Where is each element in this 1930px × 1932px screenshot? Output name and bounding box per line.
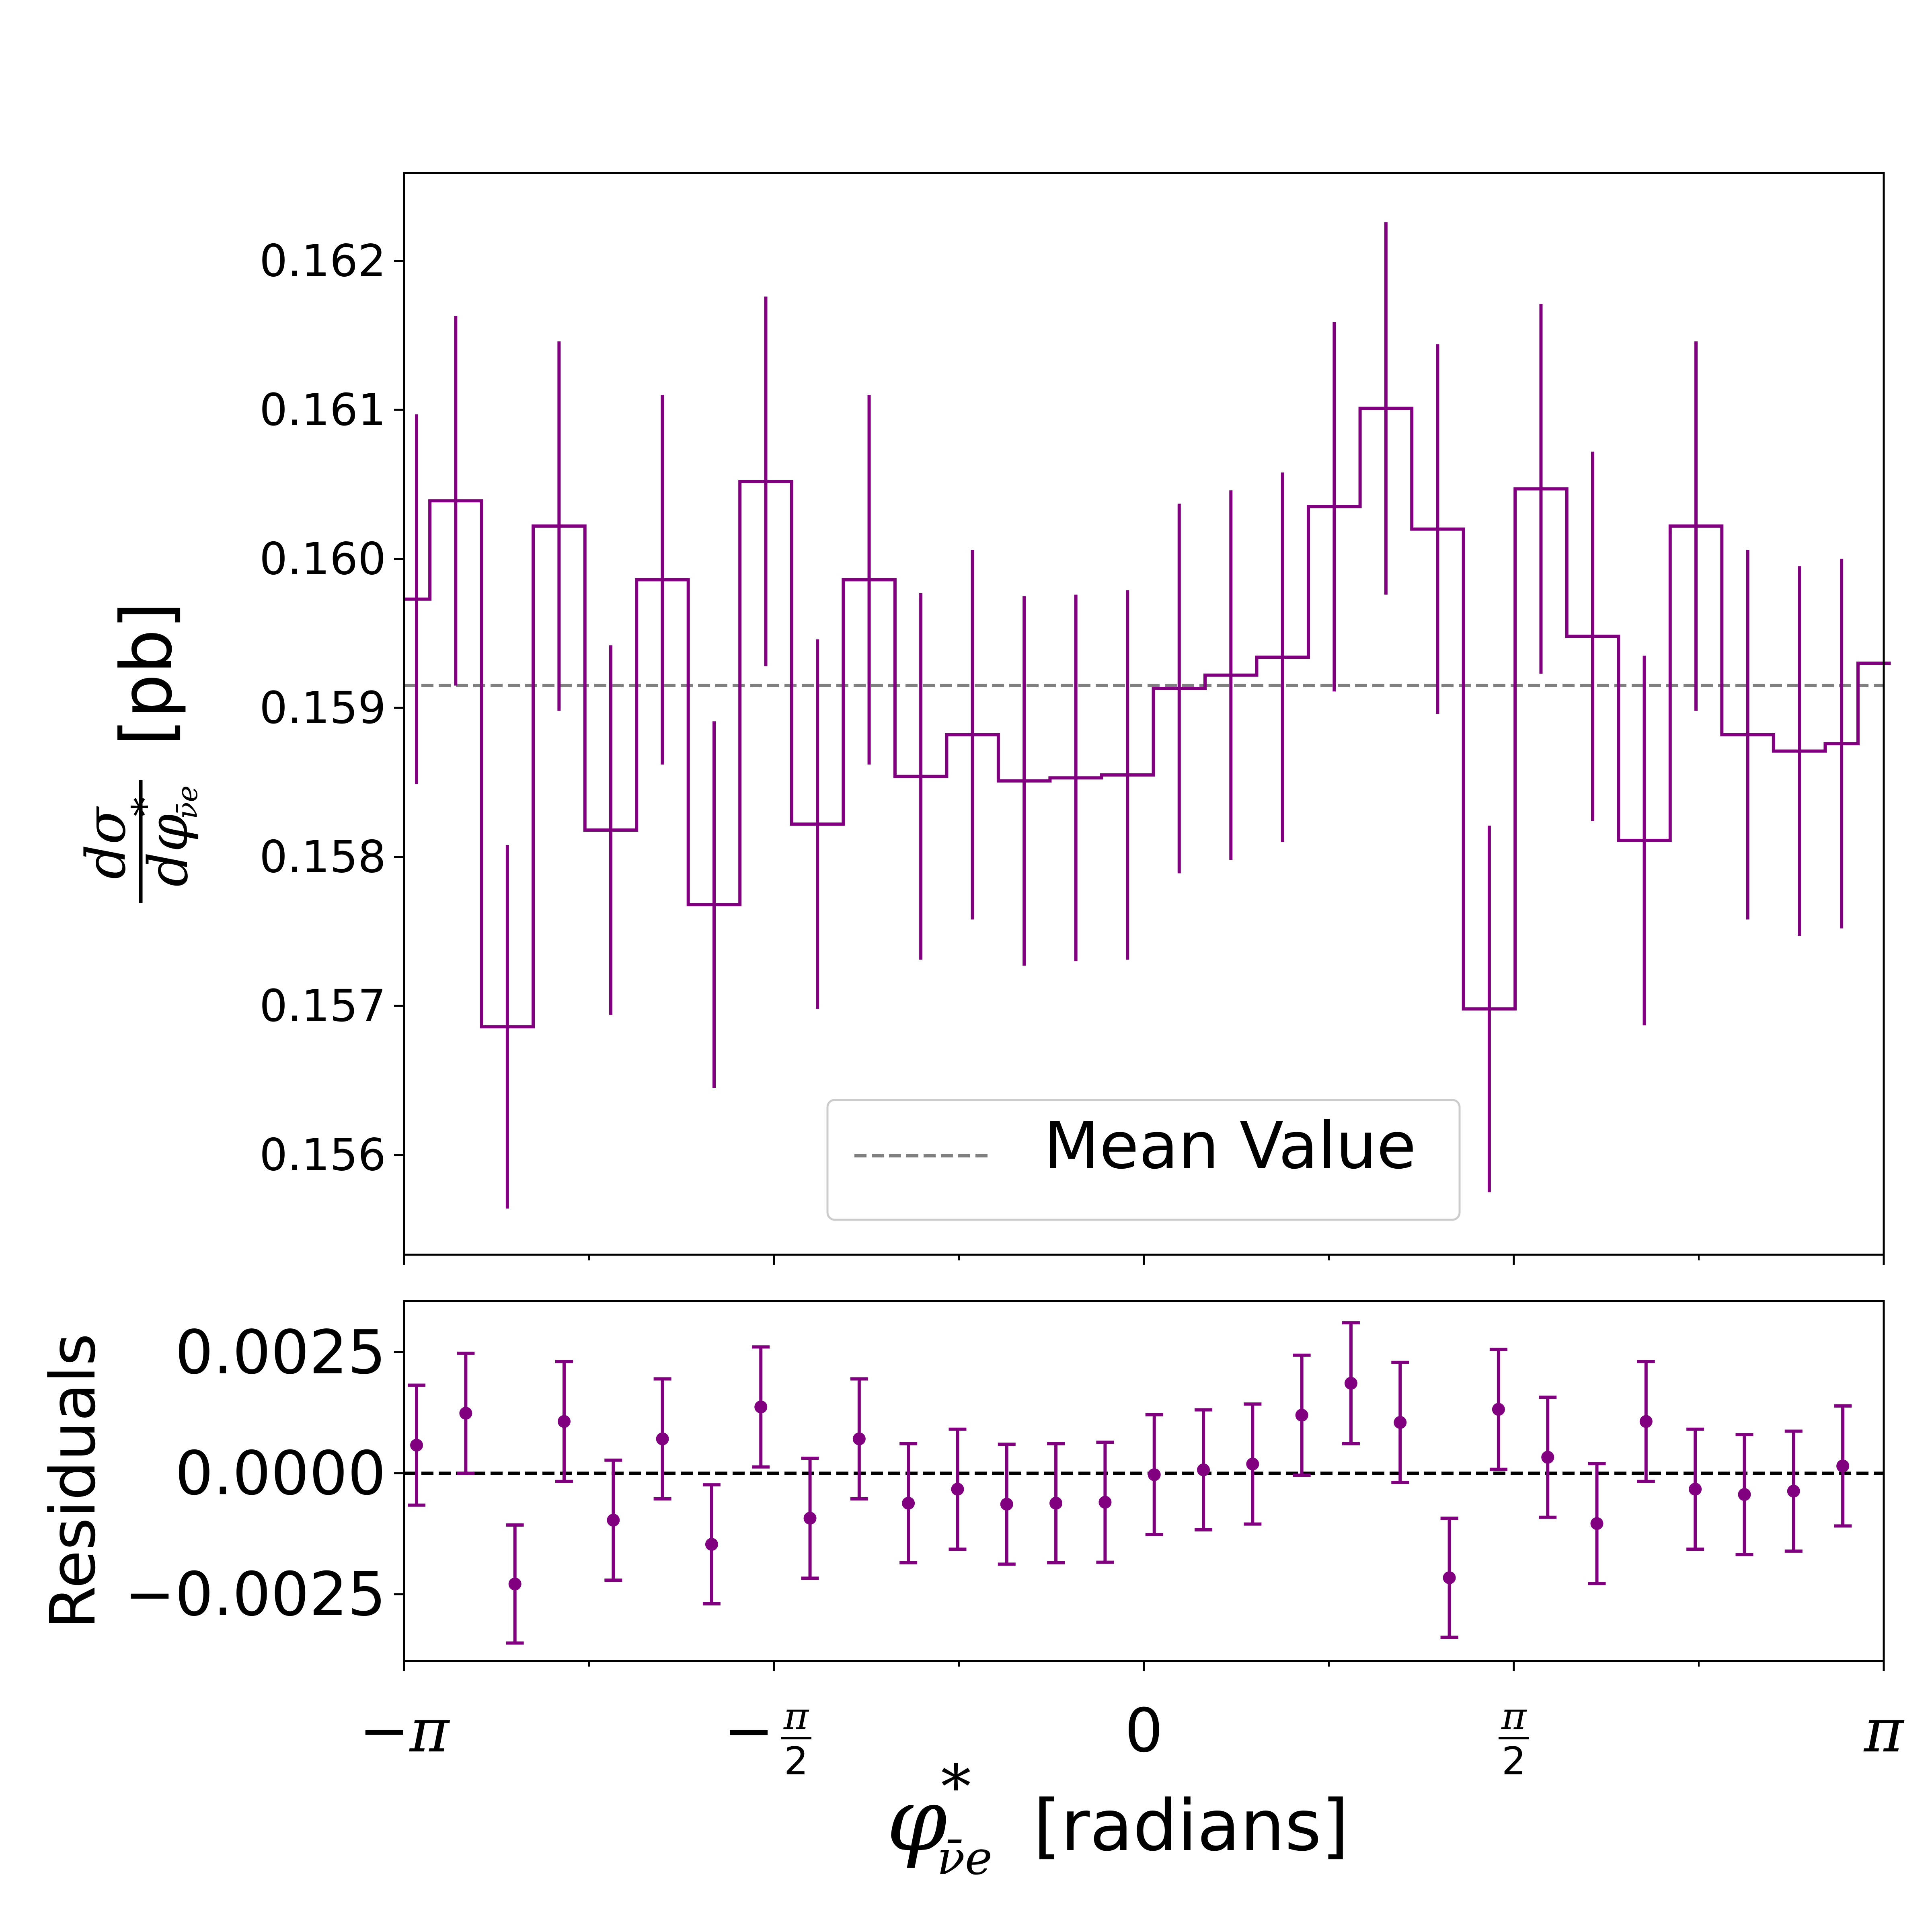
ylabel-fraction-superscript: * [124,797,168,817]
main-y-tick-label: 0.160 [259,533,386,585]
x-tick-label-numerator: π [1501,1694,1527,1739]
residual-point [1049,1496,1063,1510]
ylabel-fraction-numerator: dσ [74,806,138,879]
residual-point [902,1496,915,1510]
residuals-axes-frame [403,1300,1885,1662]
x-tick-label-denominator: 2 [784,1739,808,1784]
x-tick-label: 0 [1125,1696,1163,1766]
residuals-y-tick-label: 0.0000 [175,1439,386,1509]
residual-point [459,1407,472,1420]
main-x-ticks [403,1255,1885,1265]
legend-box [826,1099,1461,1221]
residual-point [1492,1403,1505,1416]
main-y-tick-label: 0.157 [259,980,386,1032]
x-tick-label-denominator: 2 [1502,1739,1526,1784]
x-tick-label-sign: − [723,1696,774,1766]
residual-point [1443,1571,1456,1585]
step-histogram-line [404,407,1891,1029]
residual-point [607,1513,620,1527]
main-y-tick-label: 0.161 [259,384,386,436]
residual-point [557,1415,571,1428]
main-axes-frame [403,172,1885,1256]
x-tick-label: −π [359,1696,450,1766]
residual-point [1787,1484,1800,1498]
residuals-y-tick-label: −0.0025 [124,1560,386,1630]
x-axis-label: φ * ν̄e [radians] [887,1752,1349,1885]
main-y-ticks: 0.156 0.157 0.158 0.159 0.160 0.161 0.162 [259,235,404,1181]
residuals-y-tick-label: 0.0025 [175,1318,386,1388]
xlabel-units: [radians] [1033,1785,1349,1867]
residual-point [1639,1415,1653,1428]
ylabel-fraction-subscript: ν̄e [171,785,204,819]
residual-point [1295,1408,1308,1422]
residual-point [1738,1488,1751,1501]
residual-point [852,1432,866,1445]
ylabel-units: [pb] [106,602,188,746]
residual-point [951,1482,964,1496]
x-tick-label-numerator: π [783,1694,809,1739]
main-y-axis-label: dσ dφ * ν̄e [pb] [74,602,204,903]
ylabel-fraction-denominator: dφ [137,814,200,887]
residual-point [1000,1498,1013,1511]
main-y-tick-label: 0.159 [259,682,386,734]
main-panel: 0.156 0.157 0.158 0.159 0.160 0.161 0.162 Mean… [74,172,1891,1265]
residual-point [1197,1463,1210,1476]
xlabel-symbol-subscript: ν̄e [937,1831,992,1885]
xlabel-symbol-base: φ [887,1770,947,1870]
residuals-errorbars [408,1321,1852,1645]
main-y-tick-label: 0.162 [259,235,386,287]
residual-point [1541,1451,1554,1464]
residual-point [1246,1457,1259,1471]
legend-label: Mean Value [1044,1108,1416,1183]
residual-point [1344,1377,1357,1390]
residuals-y-ticks: −0.0025 0.0000 0.0025 [124,1318,404,1630]
xlabel-symbol-superscript: * [941,1752,971,1822]
residual-point [754,1400,768,1414]
residual-point [1098,1496,1112,1509]
residual-point [1590,1517,1604,1530]
residual-point [508,1577,522,1591]
residuals-y-axis-label: Residuals [37,1333,109,1629]
residual-point [656,1432,669,1445]
residual-point [803,1512,817,1525]
residual-point [410,1439,423,1452]
residual-point [1689,1482,1702,1496]
x-tick-label: π [1863,1696,1905,1766]
residual-point [705,1538,718,1551]
residual-point [1836,1459,1850,1473]
legend: Mean Value [826,1099,1461,1221]
residual-point [1148,1468,1161,1481]
residual-point [1394,1416,1407,1429]
main-errorbars [415,222,1844,1209]
main-y-tick-label: 0.156 [259,1129,386,1181]
main-y-tick-label: 0.158 [259,831,386,883]
